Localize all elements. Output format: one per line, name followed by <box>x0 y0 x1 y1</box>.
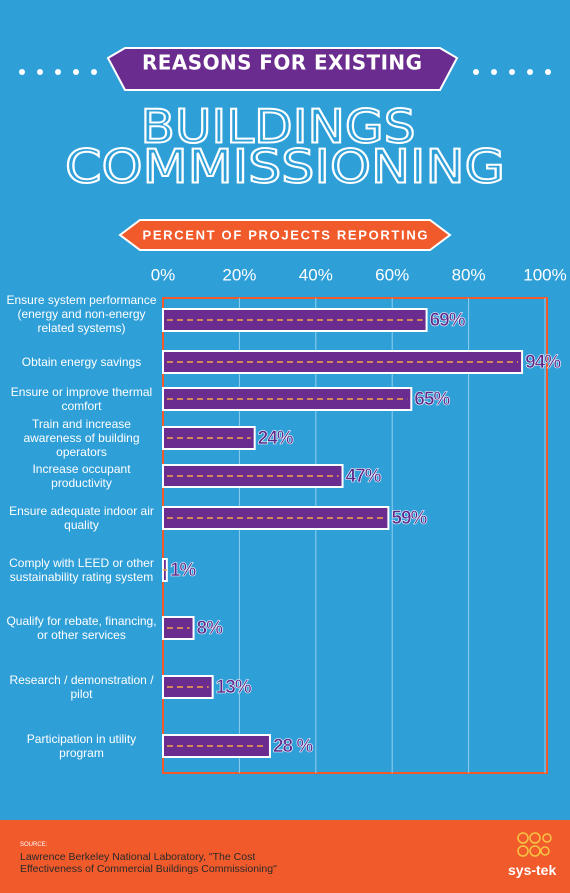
chart-subtitle: PERCENT OF PROJECTS REPORTING <box>143 227 428 242</box>
value-label: 69% <box>430 310 466 331</box>
category-label: Ensure system performance (energy and no… <box>6 293 157 335</box>
category-label: Participation in utility program <box>26 732 137 760</box>
source-label: SOURCE: <box>20 842 48 848</box>
title-line: COMMISSIONING <box>65 140 505 194</box>
category-label: Ensure adequate indoor air quality <box>9 504 154 532</box>
x-tick-label: 100% <box>523 265 566 284</box>
subtitle-ribbon <box>118 219 452 251</box>
x-tick-label: 40% <box>299 265 333 284</box>
ribbon <box>106 47 459 91</box>
category-label: Qualify for rebate, financing, or other … <box>6 614 157 642</box>
value-label: 28 % <box>273 736 313 757</box>
value-label: 1% <box>170 560 197 581</box>
bar <box>162 734 271 758</box>
x-tick-label: 20% <box>222 265 256 284</box>
bar <box>162 506 390 530</box>
category-label: Increase occupant productivity <box>32 462 131 490</box>
ribbon-text: REASONS FOR EXISTING <box>142 51 422 75</box>
bar <box>162 308 428 332</box>
value-label: 65% <box>414 389 450 410</box>
category-label: Research / demonstration / pilot <box>9 673 154 701</box>
value-label: 47% <box>346 466 382 487</box>
category-label: Ensure or improve thermal comfort <box>10 385 153 413</box>
title-line: BUILDINGS <box>141 100 416 154</box>
logo-icon <box>517 832 552 857</box>
dots <box>19 69 551 75</box>
x-tick-label: 80% <box>452 265 486 284</box>
source-text: Lawrence Berkeley National Laboratory, "… <box>20 851 277 875</box>
category-label: Obtain energy savings <box>21 355 142 369</box>
footer: SOURCE: Lawrence Berkeley National Labor… <box>0 820 570 893</box>
category-label: Comply with LEED or other sustainability… <box>9 556 154 584</box>
value-label: 59% <box>391 508 427 529</box>
x-tick-label: 60% <box>375 265 409 284</box>
value-label: 13% <box>216 677 252 698</box>
x-tick-label: 0% <box>151 265 176 284</box>
plot-frame <box>162 297 548 774</box>
value-label: 94% <box>525 352 561 373</box>
category-label: Train and increase awareness of building… <box>23 417 140 459</box>
logo-text: sys-tek <box>508 862 557 878</box>
value-label: 24% <box>258 428 294 449</box>
value-label: 8% <box>197 618 224 639</box>
